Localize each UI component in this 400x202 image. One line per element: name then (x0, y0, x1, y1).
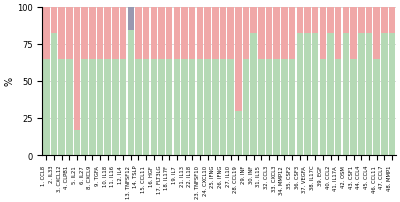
Bar (158, 8, 165, 59)
Bar (166, 59, 172, 155)
Bar (197, 59, 203, 155)
Bar (250, 34, 257, 155)
Bar (381, 8, 388, 34)
Bar (174, 59, 180, 155)
Bar (97, 8, 103, 59)
Bar (381, 34, 388, 155)
Bar (266, 59, 272, 155)
Bar (358, 8, 364, 34)
Bar (220, 8, 226, 59)
Bar (120, 59, 126, 155)
Bar (58, 59, 65, 155)
Y-axis label: %: % (4, 77, 14, 86)
Bar (289, 59, 295, 155)
Bar (150, 59, 157, 155)
Bar (235, 8, 242, 111)
Bar (258, 59, 265, 155)
Bar (74, 130, 80, 155)
Bar (66, 8, 72, 59)
Bar (373, 59, 380, 155)
Bar (335, 59, 342, 155)
Bar (143, 8, 150, 59)
Bar (350, 59, 357, 155)
Bar (274, 8, 280, 59)
Bar (97, 59, 103, 155)
Bar (227, 8, 234, 59)
Bar (327, 8, 334, 34)
Bar (82, 8, 88, 59)
Bar (143, 59, 150, 155)
Bar (266, 8, 272, 59)
Bar (258, 8, 265, 59)
Bar (181, 8, 188, 59)
Bar (243, 8, 249, 59)
Bar (104, 8, 111, 59)
Bar (320, 8, 326, 59)
Bar (104, 59, 111, 155)
Bar (243, 59, 249, 155)
Bar (212, 8, 218, 59)
Bar (350, 8, 357, 59)
Bar (43, 8, 50, 59)
Bar (296, 8, 303, 34)
Bar (158, 59, 165, 155)
Bar (43, 59, 50, 155)
Bar (373, 8, 380, 59)
Bar (312, 34, 318, 155)
Bar (343, 8, 349, 34)
Bar (320, 59, 326, 155)
Bar (235, 111, 242, 155)
Bar (296, 34, 303, 155)
Bar (281, 59, 288, 155)
Bar (112, 8, 119, 59)
Bar (128, 31, 134, 155)
Bar (327, 34, 334, 155)
Bar (389, 8, 395, 34)
Bar (82, 59, 88, 155)
Bar (166, 8, 172, 59)
Bar (204, 8, 211, 59)
Bar (335, 8, 342, 59)
Bar (58, 8, 65, 59)
Bar (289, 8, 295, 59)
Bar (189, 59, 196, 155)
Bar (74, 8, 80, 130)
Bar (120, 8, 126, 59)
Bar (135, 59, 142, 155)
Bar (358, 34, 364, 155)
Bar (220, 59, 226, 155)
Bar (304, 34, 311, 155)
Bar (389, 34, 395, 155)
Bar (250, 8, 257, 34)
Bar (150, 8, 157, 59)
Bar (135, 8, 142, 59)
Bar (128, 8, 134, 31)
Bar (204, 59, 211, 155)
Bar (89, 59, 96, 155)
Bar (366, 34, 372, 155)
Bar (274, 59, 280, 155)
Bar (189, 8, 196, 59)
Bar (366, 8, 372, 34)
Bar (174, 8, 180, 59)
Bar (51, 34, 57, 155)
Bar (89, 8, 96, 59)
Bar (66, 59, 72, 155)
Bar (281, 8, 288, 59)
Bar (181, 59, 188, 155)
Bar (304, 8, 311, 34)
Bar (212, 59, 218, 155)
Bar (112, 59, 119, 155)
Bar (197, 8, 203, 59)
Bar (51, 8, 57, 34)
Bar (227, 59, 234, 155)
Bar (343, 34, 349, 155)
Bar (312, 8, 318, 34)
